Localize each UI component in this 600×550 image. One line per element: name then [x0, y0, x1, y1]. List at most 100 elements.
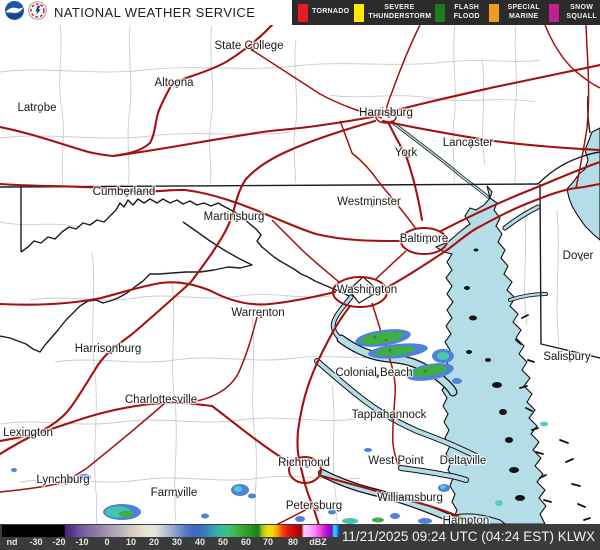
legend-label: FLASH FLOOD — [453, 4, 480, 20]
city-marker — [125, 193, 129, 197]
scale-tick: 70 — [262, 537, 274, 547]
city-label: Lexington — [3, 427, 53, 439]
city-label: Lancaster — [443, 137, 494, 149]
city-label: Salisbury — [543, 351, 591, 363]
city-label: Westminster — [337, 196, 401, 208]
city-marker — [407, 154, 411, 158]
city-marker — [375, 374, 379, 378]
city-label: Deltaville — [440, 455, 487, 467]
legend-label: SEVERE THUNDERSTORM — [368, 4, 432, 20]
city-marker — [162, 401, 166, 405]
city-label: Charlottesville — [125, 394, 197, 406]
city-marker — [390, 416, 394, 420]
legend-swatch — [435, 3, 446, 22]
legend-item: FLASH FLOOD — [435, 3, 484, 22]
scale-ticks: nd -30 -20 -10 0 10 20 30 40 50 60 70 80 — [0, 537, 345, 549]
city-label: Farmville — [151, 487, 198, 499]
city-marker — [425, 240, 429, 244]
city-label: Tappahannock — [352, 409, 427, 421]
city-marker — [109, 350, 113, 354]
city-marker — [397, 462, 401, 466]
city-label: Martinsburg — [204, 211, 265, 223]
footer-bar: nd -30 -20 -10 0 10 20 30 40 50 60 70 80 dBZ 11/21/2… — [0, 524, 600, 550]
city-marker — [175, 84, 179, 88]
scale-tick: 50 — [217, 537, 229, 547]
city-marker — [368, 291, 372, 295]
city-marker — [259, 314, 263, 318]
legend-item: SEVERE THUNDERSTORM — [354, 3, 432, 22]
city-marker — [411, 499, 415, 503]
scale-tick: 80 — [287, 537, 299, 547]
city-label: York — [395, 147, 418, 159]
city-label: Altoona — [154, 77, 194, 89]
timestamp: 11/21/2025 09:24 UTC (04:24 EST) KLWX — [341, 529, 595, 544]
legend-swatch — [549, 3, 560, 22]
city-label: Colonial Beach — [335, 367, 412, 379]
scale-tick: -10 — [75, 537, 89, 547]
noaa-logo-icon — [5, 0, 24, 25]
legend-swatch — [298, 3, 308, 22]
city-marker — [387, 114, 391, 118]
logos — [5, 0, 47, 25]
city-label: Williamsburg — [377, 492, 443, 504]
highways — [0, 23, 600, 528]
baltimore-beltway — [400, 227, 448, 255]
scale-tick: 60 — [240, 537, 252, 547]
city-marker — [250, 47, 254, 51]
city-label: Latrobe — [17, 102, 56, 114]
city-label: Cumberland — [93, 186, 156, 198]
city-marker — [315, 507, 319, 511]
reflectivity-colorbar — [2, 525, 340, 537]
scale-tick: -30 — [29, 537, 43, 547]
radar-echoes — [11, 329, 548, 524]
city-marker — [235, 218, 239, 222]
city-label: Lynchburg — [36, 474, 89, 486]
legend-item: TORNADO — [298, 3, 350, 22]
scale-tick: 40 — [194, 537, 206, 547]
city-label: Richmond — [278, 457, 330, 469]
richmond-beltway — [288, 456, 322, 484]
city-label: Dover — [563, 250, 594, 262]
legend-label: TORNADO — [312, 8, 350, 16]
delaware-bay — [566, 127, 600, 241]
rivers — [314, 120, 548, 529]
legend-label: SPECIAL MARINE — [507, 4, 540, 20]
city-label: Harrisonburg — [75, 343, 141, 355]
city-marker — [464, 462, 468, 466]
city-label: Washington — [337, 284, 397, 296]
legend-item: SNOW SQUALL — [549, 3, 600, 22]
scale-tick: 20 — [148, 537, 160, 547]
city-marker — [568, 358, 572, 362]
city-label: Petersburg — [286, 500, 342, 512]
city-labels: State College Altoona Latrobe Harrisburg Lan… — [2, 39, 595, 529]
dc-boundary — [348, 276, 380, 304]
city-marker — [175, 494, 179, 498]
city-marker — [469, 144, 473, 148]
nws-logo-icon — [28, 0, 47, 25]
scale-tick: 0 — [104, 537, 110, 547]
alerts-legend: TORNADO SEVERE THUNDERSTORM FLASH FLOOD SPE… — [292, 0, 600, 25]
scale-tick: nd — [6, 537, 18, 547]
city-marker — [305, 464, 309, 468]
city-label: Warrenton — [231, 307, 284, 319]
city-label: State College — [214, 40, 283, 52]
scale-tick: 30 — [171, 537, 183, 547]
legend-item: SPECIAL MARINE — [489, 3, 544, 22]
scale-tick: -20 — [52, 537, 66, 547]
legend-swatch — [354, 3, 365, 22]
dc-beltway — [332, 276, 388, 308]
city-marker — [579, 257, 583, 261]
header-bar: NATIONAL WEATHER SERVICE TORNADO SEVERE T… — [0, 0, 600, 25]
city-marker — [38, 109, 42, 113]
city-label: Harrisburg — [359, 107, 413, 119]
scale-units-label: dBZ — [309, 537, 327, 547]
legend-label: SNOW SQUALL — [566, 4, 597, 20]
bay-islands — [464, 248, 591, 521]
legend-swatch — [489, 3, 500, 22]
city-label: Baltimore — [400, 233, 449, 245]
city-marker — [64, 481, 68, 485]
city-marker — [29, 434, 33, 438]
city-label: West Point — [368, 455, 424, 467]
